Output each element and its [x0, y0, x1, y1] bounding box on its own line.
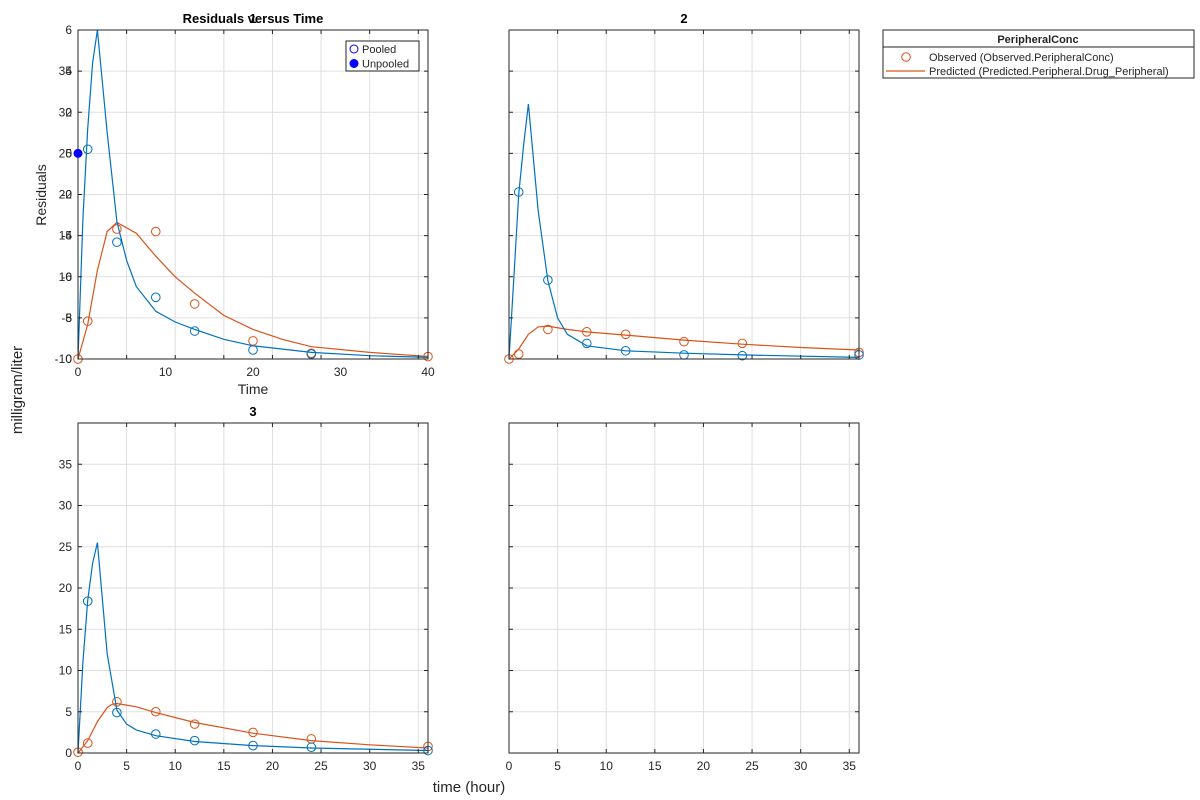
- overlay-x-tick-label: 10: [159, 365, 173, 379]
- y-tick-label: 20: [59, 581, 73, 595]
- y-tick-label: 15: [59, 622, 73, 636]
- subplot-title: 3: [249, 404, 256, 419]
- series-line-central-predicted: [508, 103, 860, 360]
- data-point-observed: [112, 224, 122, 234]
- legend: PeripheralConc Observed (Observed.Periph…: [882, 29, 1195, 79]
- overlay-y-tick-label: -10: [55, 352, 73, 366]
- x-tick-label: 0: [506, 759, 513, 773]
- subplot-title: 2: [680, 11, 687, 26]
- legend-entry-observed: Observed (Observed.PeripheralConc): [929, 52, 1114, 64]
- x-tick-label: 30: [794, 759, 808, 773]
- overlay-legend-entry: Unpooled: [362, 59, 409, 71]
- overlay-title: Residuals versus Time: [183, 11, 324, 26]
- shared-x-axis-label: time (hour): [433, 779, 506, 796]
- x-tick-label: 0: [75, 759, 82, 773]
- overlay-legend-entry: Pooled: [362, 44, 396, 56]
- shared-y-axis-label: milligram/liter: [9, 346, 26, 434]
- unpooled-marker-icon: [349, 59, 359, 68]
- y-tick-label: 15: [59, 229, 73, 243]
- overlay-x-tick-label: 40: [421, 365, 435, 379]
- data-point-observed: [112, 697, 122, 707]
- x-tick-label: 5: [123, 759, 130, 773]
- x-tick-label: 10: [169, 759, 183, 773]
- series-line-central-predicted: [77, 29, 429, 360]
- y-tick-label: 5: [65, 705, 72, 719]
- data-point-central-observed: [112, 237, 122, 248]
- x-tick-label: 35: [843, 759, 857, 773]
- overlay-y-tick-label: -8: [61, 311, 72, 325]
- residual-point-unpooled: [73, 148, 83, 158]
- overlay-y-tick-label: 0: [65, 146, 72, 160]
- y-tick-label: 30: [59, 499, 73, 513]
- x-tick-label: 25: [314, 759, 328, 773]
- x-tick-label: 25: [745, 759, 759, 773]
- data-point-observed: [150, 226, 161, 237]
- overlay-x-axis-label: Time: [238, 381, 269, 397]
- y-tick-label: 10: [59, 664, 73, 678]
- x-tick-label: 20: [697, 759, 711, 773]
- x-tick-label: 10: [600, 759, 614, 773]
- x-tick-label: 15: [648, 759, 662, 773]
- x-tick-label: 15: [217, 759, 231, 773]
- data-point-central-observed: [737, 350, 748, 361]
- y-tick-label: 20: [59, 188, 73, 202]
- y-tick-label: 0: [65, 352, 72, 366]
- subplot-3: 0 5 10 15 20 25 30 35 0 5 10 15 20 25 30 35 3: [59, 404, 433, 773]
- data-point-central-observed: [306, 349, 317, 359]
- y-tick-label: 30: [59, 105, 73, 119]
- data-point-observed: [189, 719, 200, 729]
- subplot-4: 0 5 10 15 20 25 30 35: [506, 422, 860, 773]
- data-point-observed: [189, 299, 200, 309]
- y-tick-label: 10: [59, 270, 73, 284]
- overlay-y-tick-label: 4: [65, 64, 72, 78]
- series-line-predicted: [508, 325, 860, 360]
- x-tick-label: 5: [554, 759, 561, 773]
- y-tick-label: 0: [65, 746, 72, 760]
- overlay-y-tick-label: -2: [61, 188, 72, 202]
- overlay-y-tick-label: -4: [61, 229, 72, 243]
- data-point-observed: [543, 324, 553, 335]
- overlay-x-tick-label: 20: [246, 365, 260, 379]
- y-tick-label: 5: [65, 311, 72, 325]
- data-point-observed: [679, 336, 689, 347]
- series-line-predicted: [77, 221, 429, 360]
- legend-observed-marker-icon: [901, 52, 911, 62]
- overlay-legend-box: [345, 40, 420, 72]
- overlay-y-tick-label: 6: [65, 23, 72, 37]
- y-tick-label: 35: [59, 457, 73, 471]
- overlay-x-tick-label: 0: [75, 365, 82, 379]
- legend-box: [882, 29, 1195, 79]
- data-point-central-observed: [543, 275, 553, 285]
- data-point-central-observed: [82, 144, 93, 155]
- subplot-2: 2: [504, 11, 864, 364]
- subplot-title: 1: [249, 11, 256, 26]
- x-tick-label: 35: [412, 759, 426, 773]
- x-tick-label: 20: [266, 759, 280, 773]
- y-tick-label: 25: [59, 540, 73, 554]
- overlay-y-axis-label: Residuals: [33, 164, 49, 225]
- data-point-observed: [82, 738, 93, 748]
- pooled-marker-icon: [349, 44, 359, 54]
- series-line-central-predicted: [77, 542, 429, 754]
- y-tick-label: 25: [59, 146, 73, 160]
- legend-entry-predicted: Predicted (Predicted.Peripheral.Drug_Per…: [929, 66, 1169, 78]
- overlay-x-tick-label: 30: [334, 365, 348, 379]
- overlay-y-tick-label: -6: [61, 270, 72, 284]
- x-tick-label: 30: [363, 759, 377, 773]
- data-point-central-observed: [150, 292, 161, 303]
- legend-title: PeripheralConc: [997, 34, 1078, 46]
- series-line-predicted: [77, 702, 429, 754]
- y-tick-label: 35: [59, 64, 73, 78]
- overlay-y-tick-label: 2: [65, 105, 72, 119]
